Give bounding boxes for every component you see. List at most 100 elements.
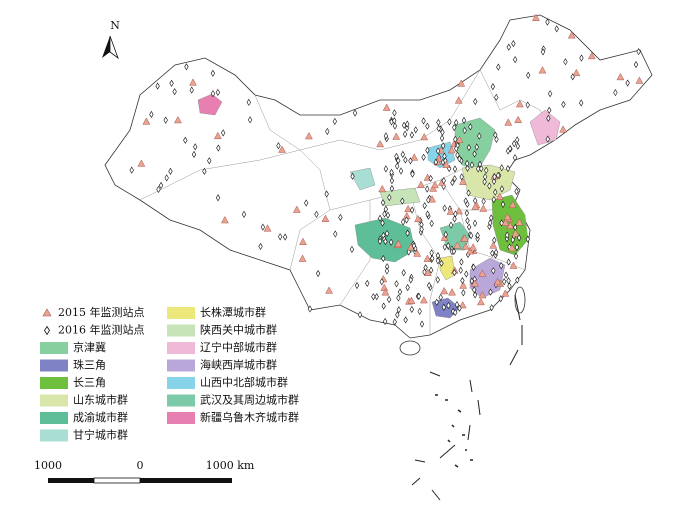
station-2016 [386, 295, 392, 304]
station-2016 [545, 18, 550, 26]
station-2015 [460, 234, 469, 242]
station-2016 [349, 245, 355, 253]
station-2016 [379, 278, 384, 286]
legend-swatch [167, 342, 195, 354]
station-2015 [410, 153, 419, 161]
station-2015 [457, 79, 466, 87]
city-cluster-area [197, 93, 223, 116]
station-2016 [511, 140, 517, 148]
station-2015 [440, 286, 449, 295]
station-2016 [625, 79, 630, 87]
station-2016 [387, 193, 392, 202]
station-2016 [304, 199, 309, 207]
station-2016 [382, 317, 388, 326]
station-2016 [495, 171, 501, 179]
station-2016 [451, 247, 457, 256]
station-2016 [461, 116, 467, 125]
station-2016 [332, 117, 337, 125]
station-2015 [413, 249, 422, 257]
station-2015 [382, 103, 391, 111]
station-2016 [158, 181, 164, 190]
station-2016 [499, 262, 504, 270]
north-label: N [110, 19, 120, 32]
station-2016 [396, 157, 401, 165]
station-2016 [184, 63, 189, 71]
city-cluster-area [469, 257, 506, 299]
legend-swatch [40, 359, 68, 372]
legend-label: 陕西关中城市群 [200, 323, 277, 337]
station-2016 [512, 154, 518, 162]
station-2016 [464, 159, 470, 168]
legend-label: 长株潭城市群 [200, 305, 266, 319]
station-2016 [395, 162, 400, 170]
station-2015 [446, 207, 455, 215]
station-2016 [450, 178, 455, 187]
station-2016 [207, 157, 212, 165]
station-2016 [441, 142, 446, 150]
legend-label: 山东城市群 [73, 393, 128, 407]
station-2016 [354, 281, 360, 290]
station-2015 [538, 66, 547, 74]
station-2016 [408, 157, 413, 165]
station-2016 [400, 150, 405, 159]
station-2016 [458, 266, 463, 274]
station-2016 [477, 132, 482, 140]
station-2016 [357, 311, 363, 319]
station-2016 [525, 101, 530, 109]
station-2016 [545, 135, 550, 143]
station-2015 [263, 224, 272, 232]
legend-swatch [167, 377, 195, 389]
station-2016 [396, 294, 401, 302]
station-2016 [392, 122, 398, 130]
station-2016 [396, 306, 401, 314]
station-2015 [466, 247, 474, 255]
station-2015 [635, 76, 644, 84]
station-2015 [501, 289, 510, 297]
station-2016 [442, 204, 447, 212]
station-2016 [247, 116, 253, 124]
station-2015 [299, 237, 307, 245]
station-2016 [464, 209, 469, 217]
station-2016 [215, 88, 221, 96]
station-2016 [168, 167, 173, 175]
station-2016 [505, 164, 511, 173]
scale-bar: 1000 0 1000 km [34, 459, 255, 484]
station-2015 [376, 139, 385, 148]
station-2015 [479, 204, 488, 212]
station-2016 [488, 219, 493, 227]
station-2016 [464, 270, 469, 278]
station-2016 [446, 242, 451, 250]
station-2016 [425, 122, 430, 130]
station-2016 [507, 282, 512, 290]
station-2016 [419, 225, 424, 233]
station-2016 [488, 288, 493, 296]
station-2016 [338, 213, 343, 222]
station-2016 [210, 90, 216, 98]
station-2016 [513, 252, 519, 260]
station-2015 [508, 243, 516, 252]
station-2016 [389, 168, 394, 176]
station-2016 [493, 248, 499, 256]
station-2016 [563, 58, 568, 66]
station-2016 [469, 161, 475, 169]
station-2016 [246, 98, 251, 106]
station-2016 [466, 189, 471, 197]
station-2016 [381, 302, 386, 310]
station-2016 [380, 199, 386, 207]
station-2016 [164, 174, 169, 182]
station-2015 [455, 135, 464, 143]
station-2016 [475, 231, 480, 239]
station-2015 [471, 202, 480, 210]
station-2016 [383, 132, 389, 140]
station-2016 [452, 269, 457, 277]
station-2016 [460, 276, 465, 285]
station-2016 [183, 136, 188, 144]
legend-label: 珠三角 [73, 358, 106, 372]
station-2015 [459, 177, 467, 185]
station-2016 [409, 131, 415, 139]
station-2016 [453, 210, 458, 218]
station-2016 [443, 230, 448, 239]
station-2016 [455, 151, 460, 159]
station-2016 [453, 308, 458, 317]
station-2015 [454, 96, 463, 104]
